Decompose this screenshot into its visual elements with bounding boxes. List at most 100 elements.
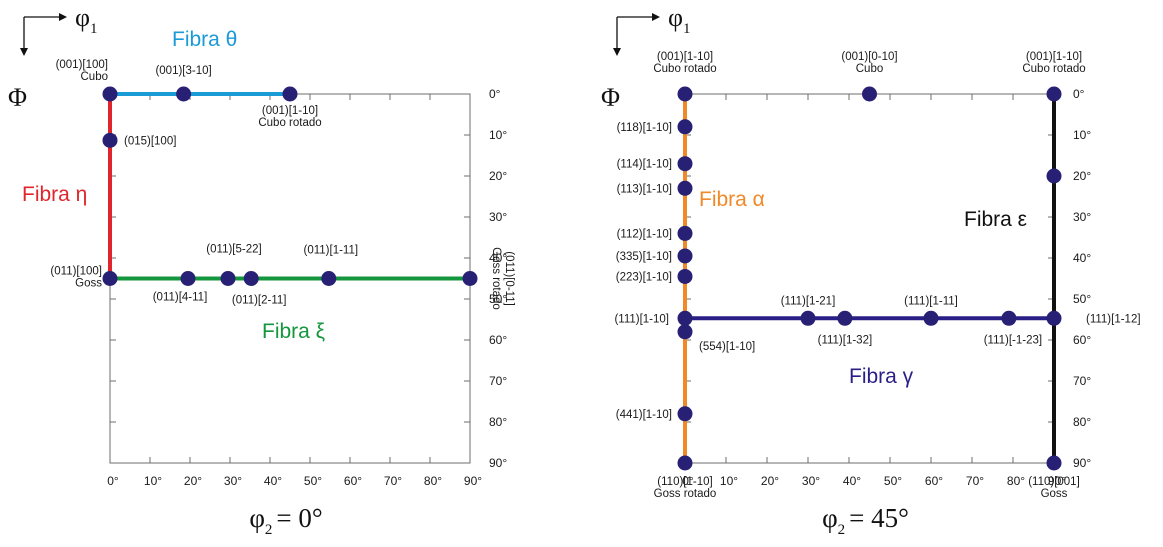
Phi-tick-label: 30°: [1073, 210, 1091, 224]
phi1-tick-label: 60°: [344, 474, 362, 488]
orientation-point: [677, 180, 693, 196]
phi1-tick-label: 50°: [304, 474, 322, 488]
fiber-xi-label: Fibra ξ: [262, 320, 325, 343]
orientation-point: [677, 156, 693, 172]
Phi-tick-label: 0°: [489, 87, 501, 101]
orientation-point: [923, 310, 939, 326]
orientation-label: (114)[1-10]: [617, 159, 672, 171]
orientation-label: (441)[1-10]: [616, 409, 672, 421]
axis-arrows-icon: [613, 13, 660, 56]
Phi-tick-label: 0°: [1073, 87, 1085, 101]
orientation-label: (011)[0-11]Goss rotado: [490, 247, 515, 310]
Phi-tick-label: 20°: [1073, 169, 1091, 183]
orientation-point: [176, 86, 192, 102]
phi1-axis-label: φ1: [668, 3, 691, 37]
orientation-label: (111)[1-11]: [904, 295, 958, 307]
orientation-label: (011)[2-11]: [232, 295, 287, 307]
phi1-axis-label: φ1: [75, 3, 98, 37]
phi1-tick-label: 80°: [424, 474, 442, 488]
fiber-alpha-label: Fibra α: [699, 188, 765, 211]
orientation-label: (111)[-1-23]: [984, 334, 1042, 346]
orientation-point: [462, 271, 478, 286]
orientation-point: [800, 310, 816, 326]
phi2-section-title: φ2 = 45°: [822, 503, 909, 538]
orientation-label: (335)[1-10]: [616, 251, 672, 263]
orientation-point: [677, 268, 693, 284]
phi1-tick-label: 50°: [884, 474, 902, 488]
orientation-label: (001)[1-10] Cubo rotado: [653, 51, 716, 75]
fiber-gamma-label: Fibra γ: [849, 365, 914, 388]
Phi-axis-label: Φ: [601, 83, 620, 112]
orientation-point: [102, 132, 118, 148]
orientation-point: [677, 455, 693, 471]
Phi-tick-label: 80°: [1073, 415, 1091, 429]
orientation-label: (111)[1-21]: [781, 295, 836, 307]
Phi-tick-label: 80°: [489, 415, 507, 429]
orientation-point: [837, 310, 853, 326]
orientation-point: [1046, 168, 1062, 184]
phi1-tick-label: 70°: [966, 474, 984, 488]
orientation-point: [1046, 455, 1062, 471]
orientation-point: [243, 271, 259, 286]
orientation-point: [102, 271, 118, 286]
phi1-tick-label: 10°: [144, 474, 162, 488]
Phi-tick-label: 10°: [489, 128, 507, 142]
phi1-tick-label: 40°: [843, 474, 861, 488]
phi1-tick-label: 80°: [1007, 474, 1025, 488]
orientation-label: (110)[001] Goss: [1028, 476, 1080, 500]
phi1-tick-label: 0°: [107, 474, 119, 488]
Phi-tick-label: 60°: [1073, 333, 1091, 347]
orientation-point: [677, 310, 693, 326]
phi1-tick-label: 20°: [184, 474, 202, 488]
orientation-label: (001)[1-10] Cubo rotado: [258, 105, 321, 129]
orientation-label: (111)[1-12]: [1086, 313, 1141, 325]
orientation-label: (554)[1-10]: [699, 341, 755, 353]
orientation-point: [677, 324, 693, 340]
orientation-label: (111)[1-10]: [614, 313, 669, 325]
Phi-tick-label: 50°: [1073, 292, 1091, 306]
orientation-label: (011)[4-11]: [153, 292, 208, 304]
Phi-tick-label: 40°: [1073, 251, 1091, 265]
axis-arrows-icon: [20, 13, 67, 56]
fiber-eta-label: Fibra η: [22, 183, 87, 206]
phi1-tick-label: 40°: [264, 474, 282, 488]
orientation-label: (223)[1-10]: [616, 271, 672, 283]
orientation-label: (011)[5-22]: [206, 244, 261, 256]
phi1-tick-label: 20°: [761, 474, 779, 488]
Phi-axis-label: Φ: [8, 83, 27, 112]
fiber-theta-label: Fibra θ: [172, 28, 237, 51]
orientation-point: [321, 271, 337, 286]
orientation-point: [677, 225, 693, 241]
orientation-label: (118)[1-10]: [617, 122, 672, 134]
Phi-tick-label: 10°: [1073, 128, 1091, 142]
phi1-tick-label: 0°: [682, 474, 694, 488]
phi1-tick-label: 90°: [464, 474, 482, 488]
phi1-tick-label: 10°: [720, 474, 738, 488]
Phi-tick-label: 70°: [1073, 374, 1091, 388]
orientation-point: [862, 86, 877, 102]
orientation-point: [1001, 310, 1017, 326]
orientation-label: (001)[0-10] Cubo: [841, 51, 897, 75]
Phi-tick-label: 90°: [1073, 456, 1091, 470]
orientation-point: [677, 248, 693, 264]
Phi-tick-label: 50°: [489, 292, 507, 306]
Phi-tick-label: 20°: [489, 169, 507, 183]
orientation-label: (001)[3-10]: [155, 65, 211, 77]
Phi-tick-label: 40°: [489, 251, 507, 265]
orientation-point: [220, 271, 236, 286]
Phi-tick-label: 70°: [489, 374, 507, 388]
orientation-label: (001)[100] Cubo: [56, 59, 108, 83]
orientation-label: (111)[1-32]: [818, 334, 873, 346]
orientation-point: [677, 86, 693, 102]
orientation-point: [677, 119, 693, 135]
phi1-tick-label: 30°: [802, 474, 820, 488]
orientation-label: (110)[1-10] Goss rotado: [654, 476, 717, 500]
orientation-label: (001)[1-10] Cubo rotado: [1022, 51, 1085, 75]
odf-panel-1: 0° 10° 20° 30° 40° 50° 60° 70° 80° 90° 0° 10° 20° 30°…: [8, 3, 515, 538]
orientation-point: [677, 406, 693, 422]
Phi-tick-label: 30°: [489, 210, 507, 224]
plot-frame: [684, 93, 1055, 464]
orientation-point: [1046, 86, 1062, 102]
